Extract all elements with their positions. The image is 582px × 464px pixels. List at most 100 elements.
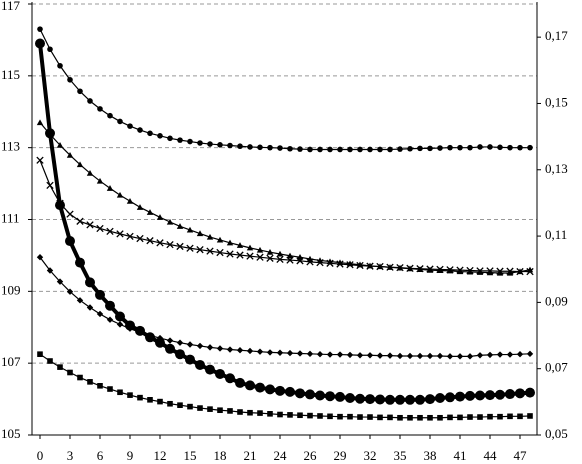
marker <box>297 146 303 152</box>
marker <box>487 413 493 420</box>
marker <box>166 240 174 249</box>
marker <box>307 146 313 153</box>
marker <box>486 269 494 276</box>
marker <box>377 414 383 421</box>
marker <box>346 261 354 269</box>
marker <box>197 405 203 411</box>
x-tick-label: 47 <box>514 448 528 463</box>
marker <box>36 156 44 164</box>
x-tick-label: 26 <box>304 448 318 463</box>
marker <box>505 389 515 400</box>
marker <box>467 414 473 420</box>
marker <box>217 141 223 148</box>
marker <box>35 38 45 49</box>
marker <box>287 145 293 152</box>
marker <box>36 119 44 126</box>
marker <box>36 254 44 261</box>
marker <box>176 223 184 229</box>
marker <box>135 325 145 336</box>
marker <box>465 390 475 401</box>
marker <box>416 352 424 360</box>
marker <box>426 265 434 273</box>
marker <box>487 144 493 150</box>
marker <box>97 382 103 389</box>
marker <box>477 144 483 150</box>
marker <box>407 414 413 421</box>
marker <box>427 414 433 421</box>
series-line <box>39 28 530 151</box>
marker <box>455 391 465 402</box>
marker <box>306 350 314 358</box>
marker <box>325 391 335 402</box>
marker <box>146 209 154 215</box>
marker <box>127 392 133 398</box>
marker <box>277 145 283 151</box>
marker <box>476 269 484 275</box>
y-tick-label: 109 <box>1 282 21 297</box>
marker <box>177 402 183 408</box>
marker <box>96 310 104 318</box>
marker <box>105 300 115 311</box>
marker <box>457 144 463 151</box>
marker <box>526 266 534 273</box>
marker <box>466 266 474 275</box>
marker <box>305 389 315 400</box>
marker <box>246 252 254 260</box>
marker <box>457 414 463 421</box>
marker <box>165 343 175 354</box>
marker <box>67 369 73 376</box>
marker <box>197 140 203 146</box>
marker <box>367 146 373 153</box>
marker <box>336 351 344 358</box>
marker <box>526 267 534 276</box>
marker <box>65 236 75 247</box>
marker <box>336 260 344 268</box>
marker <box>366 352 374 359</box>
x-tick-label: 29 <box>334 448 347 463</box>
marker <box>96 177 104 184</box>
marker <box>97 106 103 112</box>
marker <box>66 152 74 158</box>
marker <box>467 144 473 151</box>
marker <box>416 265 424 273</box>
marker <box>125 320 135 331</box>
marker <box>85 277 95 288</box>
marker <box>246 244 254 251</box>
marker <box>447 414 453 421</box>
marker <box>377 146 383 153</box>
marker <box>146 237 154 245</box>
marker <box>147 130 153 137</box>
x-tick-label: 32 <box>364 448 377 463</box>
marker <box>297 412 303 419</box>
marker <box>387 146 393 153</box>
marker <box>116 321 124 328</box>
marker <box>167 135 173 142</box>
marker <box>456 353 464 360</box>
marker <box>376 262 384 271</box>
marker <box>396 352 404 360</box>
marker <box>436 352 444 360</box>
marker <box>506 351 514 358</box>
marker <box>117 118 123 125</box>
marker <box>145 332 155 343</box>
marker <box>266 248 274 255</box>
marker <box>236 251 244 259</box>
marker <box>95 289 105 300</box>
marker <box>156 214 164 220</box>
marker <box>216 345 224 352</box>
marker <box>86 169 94 176</box>
marker <box>437 414 443 421</box>
marker <box>286 252 294 259</box>
y-tick-label: 115 <box>1 67 20 82</box>
marker <box>57 364 63 370</box>
marker <box>196 342 204 350</box>
y2-tick-label: 0,15 <box>545 94 568 109</box>
marker <box>367 414 373 420</box>
marker <box>496 269 504 276</box>
marker <box>236 242 244 248</box>
y2-tick-label: 0,17 <box>545 28 568 43</box>
marker <box>186 226 194 233</box>
marker <box>485 390 495 401</box>
x-tick-label: 6 <box>97 448 104 463</box>
marker <box>207 406 213 412</box>
